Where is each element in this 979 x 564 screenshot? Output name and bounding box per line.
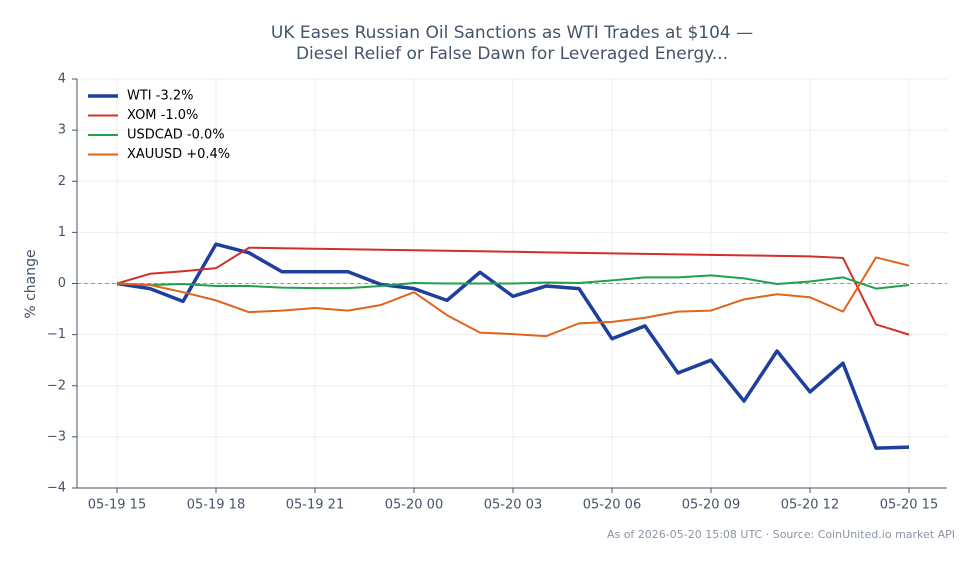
- y-tick-label: 3: [58, 123, 66, 138]
- y-tick-label: 0: [58, 276, 66, 291]
- series-line: [116, 246, 910, 336]
- legend: WTI -3.2% XOM -1.0% USDCAD -0.0% XAUUSD +0.…: [88, 89, 230, 162]
- x-tick-label: 05-20 00: [385, 498, 443, 513]
- x-tick-label: 05-20 06: [583, 498, 641, 513]
- footnote: As of 2026-05-20 15:08 UTC · Source: Coi…: [607, 528, 955, 541]
- y-tick-label: 2: [58, 174, 66, 189]
- x-tick-label: 05-20 12: [781, 498, 839, 513]
- y-tick-label: −3: [47, 429, 66, 444]
- legend-label: WTI -3.2%: [127, 89, 193, 104]
- x-tick-label: 05-20 09: [682, 498, 740, 513]
- series-line: [116, 256, 910, 338]
- y-tick-label: −2: [47, 378, 66, 393]
- y-tick-label: 1: [58, 225, 66, 240]
- y-axis-label: % change: [23, 249, 39, 318]
- x-tick-label: 05-19 15: [88, 498, 146, 513]
- x-tick-label: 05-19 18: [187, 498, 245, 513]
- legend-label: XOM -1.0%: [127, 108, 198, 123]
- legend-label: XAUUSD +0.4%: [127, 147, 230, 162]
- series-line: [116, 242, 910, 450]
- chart-title: Diesel Relief or False Dawn for Leverage…: [296, 44, 728, 64]
- legend-label: USDCAD -0.0%: [127, 128, 225, 143]
- chart-title: UK Eases Russian Oil Sanctions as WTI Tr…: [271, 23, 753, 43]
- x-tick-label: 05-20 03: [484, 498, 542, 513]
- y-tick-label: −1: [47, 327, 66, 342]
- y-tick-label: −4: [47, 481, 66, 496]
- x-tick-label: 05-19 21: [286, 498, 344, 513]
- y-tick-label: 4: [58, 72, 66, 87]
- x-tick-label: 05-20 15: [880, 498, 938, 513]
- series-line: [116, 274, 910, 290]
